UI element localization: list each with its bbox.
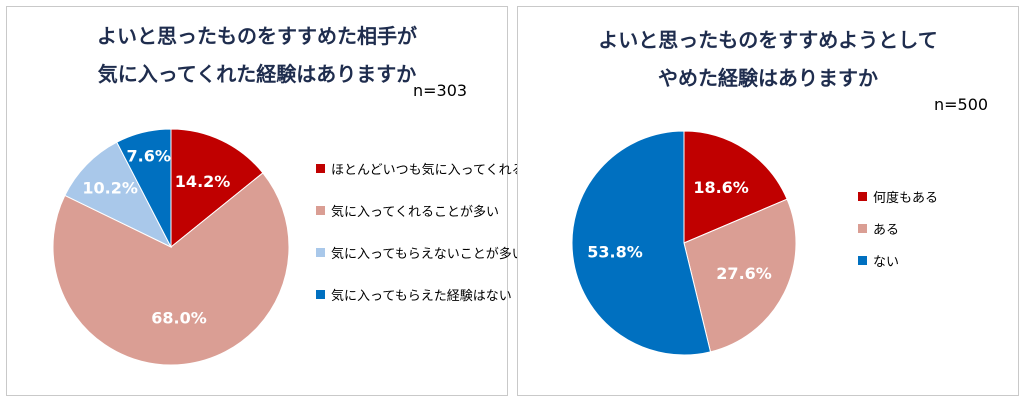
chart-panel-right: よいと思ったものをすすめようとして やめた経験はありますか n=500 18.6… xyxy=(517,6,1019,396)
legend-swatch-2 xyxy=(858,224,867,233)
legend-label-4: 気に入ってもらえた経験はない xyxy=(331,289,512,304)
chart-title-left-line1: よいと思ったものをすすめた相手が xyxy=(97,24,417,48)
legend-label-3: 気に入ってもらえないことが多い xyxy=(331,247,525,262)
legend-item-3: ない xyxy=(858,251,899,270)
legend-item-1: 何度もある xyxy=(858,187,938,206)
pie-chart-right: 18.6% 27.6% 53.8% xyxy=(571,130,797,356)
legend-item-1: ほとんどいつも気に入ってくれる xyxy=(316,159,525,178)
legend-swatch-3 xyxy=(316,248,325,257)
legend-swatch-1 xyxy=(858,192,867,201)
legend-label-2: ある xyxy=(873,223,900,238)
pie-slice-4 xyxy=(116,128,172,248)
chart-panel-left: よいと思ったものをすすめた相手が 気に入ってくれた経験はありますか n=303 … xyxy=(6,6,525,396)
pie-slice-3 xyxy=(571,130,712,356)
legend-item-4: 気に入ってもらえた経験はない xyxy=(316,285,512,304)
legend-swatch-4 xyxy=(316,290,325,299)
pie-chart-left: 14.2% 68.0% 10.2% 7.6% xyxy=(52,128,290,366)
legend-item-2: ある xyxy=(858,219,899,238)
slice-label-3: 53.8% xyxy=(587,242,643,261)
sample-size-left: n=303 xyxy=(413,81,468,100)
slice-label-2: 27.6% xyxy=(716,264,772,283)
legend-label-1: 何度もある xyxy=(873,191,939,206)
legend-swatch-1 xyxy=(316,164,325,173)
legend-swatch-3 xyxy=(858,256,867,265)
legend-label-2: 気に入ってくれることが多い xyxy=(331,205,499,220)
chart-title-left-line2: 気に入ってくれた経験はありますか xyxy=(97,62,417,86)
legend-swatch-2 xyxy=(316,206,325,215)
chart-title-right-line2: やめた経験はありますか xyxy=(658,66,878,90)
chart-title-left: よいと思ったものをすすめた相手が 気に入ってくれた経験はありますか xyxy=(7,19,507,91)
pie-slice-2 xyxy=(52,172,290,366)
legend-item-2: 気に入ってくれることが多い xyxy=(316,201,499,220)
slice-label-4: 7.6% xyxy=(126,146,170,165)
pie-slice-1 xyxy=(170,128,264,249)
slice-label-1: 18.6% xyxy=(693,178,749,197)
pie-slice-3 xyxy=(64,141,173,249)
slice-label-3: 10.2% xyxy=(82,179,138,198)
chart-title-right-line1: よいと思ったものをすすめようとして xyxy=(598,28,938,52)
pie-slice-1 xyxy=(683,130,788,244)
legend-item-3: 気に入ってもらえないことが多い xyxy=(316,243,525,262)
legend-label-3: ない xyxy=(873,255,900,270)
slice-label-2: 68.0% xyxy=(151,308,207,327)
pie-slice-2 xyxy=(683,198,797,353)
chart-title-right: よいと思ったものをすすめようとして やめた経験はありますか xyxy=(518,23,1018,95)
slice-label-1: 14.2% xyxy=(175,172,231,191)
sample-size-right: n=500 xyxy=(934,95,989,114)
legend-label-1: ほとんどいつも気に入ってくれる xyxy=(331,163,525,178)
